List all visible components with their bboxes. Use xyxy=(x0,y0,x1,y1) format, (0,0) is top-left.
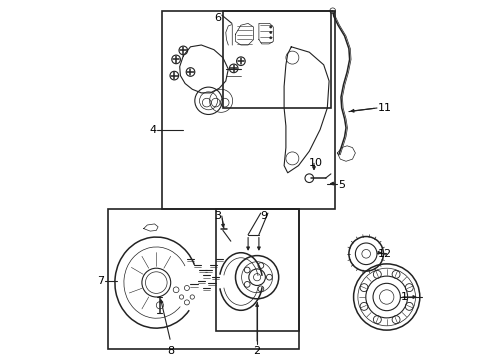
Text: 2: 2 xyxy=(253,346,260,356)
Text: 3: 3 xyxy=(214,211,221,221)
Text: 5: 5 xyxy=(337,180,345,190)
Bar xyxy=(223,11,330,108)
Text: 8: 8 xyxy=(167,346,174,356)
Bar xyxy=(107,209,298,349)
Text: 10: 10 xyxy=(309,158,323,168)
Circle shape xyxy=(269,26,271,28)
Bar xyxy=(215,209,298,331)
Circle shape xyxy=(269,31,271,33)
Circle shape xyxy=(269,37,271,39)
Text: 1: 1 xyxy=(400,292,407,302)
Bar xyxy=(162,11,334,209)
Text: 6: 6 xyxy=(214,13,221,23)
Text: 7: 7 xyxy=(97,276,104,286)
Text: 11: 11 xyxy=(377,103,391,113)
Text: 9: 9 xyxy=(260,211,267,221)
Text: 4: 4 xyxy=(149,125,156,135)
Text: 12: 12 xyxy=(377,249,391,259)
